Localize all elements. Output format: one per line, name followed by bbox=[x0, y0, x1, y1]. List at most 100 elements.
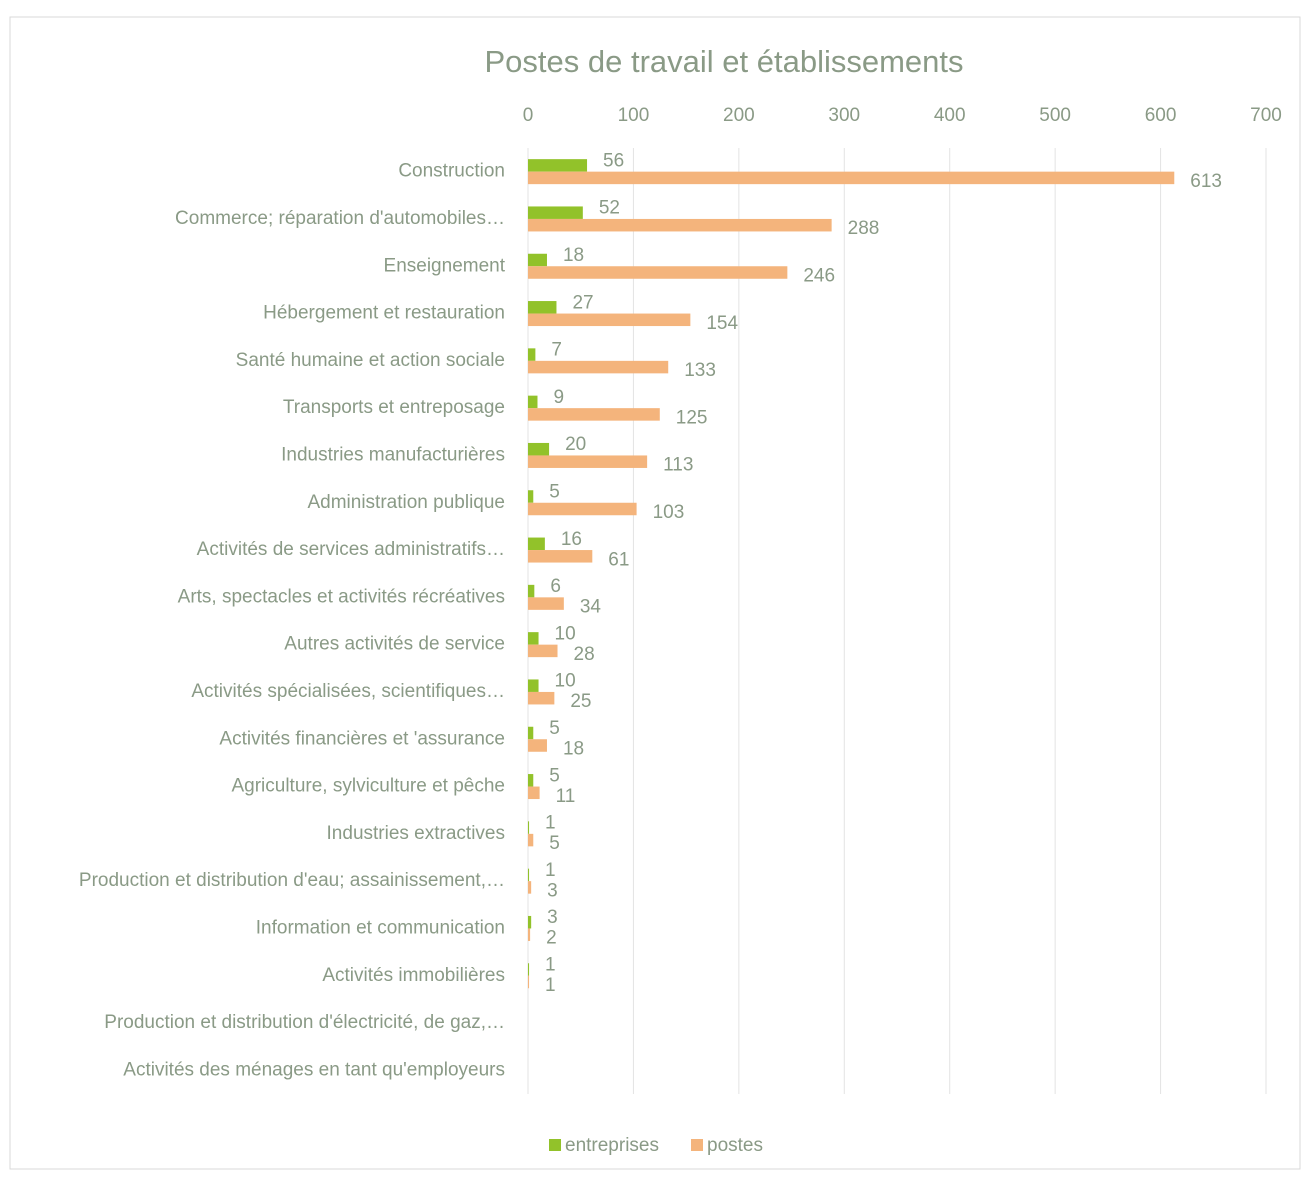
bar bbox=[528, 301, 557, 314]
legend-label: postes bbox=[707, 1135, 763, 1156]
x-tick-label: 200 bbox=[723, 105, 755, 126]
data-label: 125 bbox=[676, 407, 708, 428]
data-label: 2 bbox=[546, 928, 557, 949]
bar bbox=[528, 550, 593, 563]
bar bbox=[528, 313, 691, 327]
data-label: 16 bbox=[561, 529, 582, 550]
bar bbox=[528, 915, 532, 929]
data-label: 5 bbox=[549, 718, 560, 739]
data-label: 61 bbox=[608, 549, 629, 570]
data-label: 25 bbox=[570, 691, 591, 712]
y-tick-label: Activités de services administratifs… bbox=[197, 539, 505, 560]
bar bbox=[528, 159, 588, 172]
data-label: 1 bbox=[545, 975, 556, 996]
x-tick-label: 100 bbox=[618, 105, 650, 126]
y-tick-label: Enseignement bbox=[384, 255, 506, 276]
y-tick-label: Commerce; réparation d'automobiles… bbox=[175, 208, 505, 229]
y-tick-label: Autres activités de service bbox=[284, 634, 505, 655]
data-label: 5 bbox=[549, 765, 560, 786]
y-tick-label: Activités immobilières bbox=[322, 965, 505, 986]
legend-label: entreprises bbox=[565, 1135, 659, 1156]
bar bbox=[528, 975, 530, 989]
bar bbox=[528, 442, 550, 456]
y-tick-label: Activités des ménages en tant qu'employe… bbox=[123, 1059, 505, 1080]
bar bbox=[528, 679, 539, 692]
bar bbox=[528, 774, 534, 787]
data-label: 133 bbox=[684, 360, 716, 381]
bar bbox=[528, 408, 660, 421]
data-label: 1 bbox=[545, 860, 556, 881]
data-label: 27 bbox=[572, 292, 593, 313]
data-label: 18 bbox=[563, 739, 584, 760]
bar bbox=[528, 868, 530, 882]
chart-border bbox=[9, 16, 1301, 1170]
x-tick-label: 300 bbox=[828, 105, 860, 126]
bar bbox=[528, 691, 555, 705]
x-tick-label: 600 bbox=[1145, 105, 1177, 126]
x-tick-label: 400 bbox=[934, 105, 966, 126]
bar bbox=[528, 360, 669, 374]
data-label: 1 bbox=[545, 955, 556, 976]
data-label: 10 bbox=[555, 623, 576, 644]
bar bbox=[528, 786, 540, 800]
x-tick-label: 0 bbox=[523, 105, 534, 126]
bar bbox=[528, 266, 788, 279]
x-tick-label: 500 bbox=[1039, 105, 1071, 126]
data-label: 1 bbox=[545, 813, 556, 834]
data-label: 28 bbox=[574, 644, 595, 665]
y-tick-label: Industries extractives bbox=[327, 823, 505, 844]
y-tick-label: Information et communication bbox=[256, 917, 505, 938]
bar bbox=[528, 206, 583, 219]
data-label: 7 bbox=[551, 340, 562, 361]
bar bbox=[528, 644, 558, 658]
bar bbox=[528, 490, 534, 503]
y-tick-label: Production et distribution d'eau; assain… bbox=[79, 870, 505, 891]
y-tick-label: Agriculture, sylviculture et pêche bbox=[231, 776, 505, 797]
y-tick-label: Activités spécialisées, scientifiques… bbox=[191, 681, 505, 702]
bar bbox=[528, 739, 547, 752]
legend-swatch bbox=[549, 1139, 561, 1151]
bar bbox=[528, 502, 637, 516]
data-label: 56 bbox=[603, 150, 624, 171]
data-label: 34 bbox=[580, 597, 602, 618]
data-label: 246 bbox=[803, 266, 835, 287]
y-tick-label: Hébergement et restauration bbox=[263, 303, 505, 324]
data-label: 52 bbox=[599, 198, 620, 219]
data-label: 3 bbox=[547, 907, 558, 928]
data-label: 5 bbox=[549, 482, 560, 503]
x-tick-label: 700 bbox=[1250, 105, 1282, 126]
data-label: 613 bbox=[1190, 171, 1222, 192]
y-tick-label: Activités financières et 'assurance bbox=[219, 728, 505, 749]
bar bbox=[528, 218, 832, 232]
data-label: 113 bbox=[663, 455, 693, 476]
bar bbox=[528, 348, 536, 361]
data-label: 6 bbox=[550, 576, 561, 597]
y-tick-label: Production et distribution d'électricité… bbox=[104, 1012, 505, 1033]
bar bbox=[528, 632, 539, 645]
bar bbox=[528, 537, 545, 551]
y-tick-label: Santé humaine et action sociale bbox=[236, 350, 505, 371]
bar bbox=[528, 455, 648, 468]
bar bbox=[528, 928, 531, 941]
data-label: 20 bbox=[565, 434, 586, 455]
bar bbox=[528, 171, 1175, 185]
y-tick-label: Industries manufacturières bbox=[281, 444, 505, 465]
bar bbox=[528, 395, 538, 409]
data-label: 3 bbox=[547, 880, 558, 901]
data-label: 18 bbox=[563, 245, 584, 266]
data-label: 9 bbox=[553, 387, 564, 408]
bar bbox=[528, 881, 532, 894]
bar bbox=[528, 584, 535, 598]
data-label: 103 bbox=[653, 502, 685, 523]
bar bbox=[528, 597, 564, 610]
y-tick-label: Construction bbox=[398, 161, 505, 182]
data-label: 5 bbox=[549, 833, 560, 854]
data-label: 11 bbox=[556, 786, 576, 807]
y-tick-label: Transports et entreposage bbox=[283, 397, 505, 418]
data-label: 154 bbox=[706, 313, 738, 334]
y-tick-label: Administration publique bbox=[307, 492, 505, 513]
bar bbox=[528, 253, 547, 267]
legend-swatch bbox=[691, 1139, 703, 1151]
y-tick-label: Arts, spectacles et activités récréative… bbox=[178, 586, 505, 607]
